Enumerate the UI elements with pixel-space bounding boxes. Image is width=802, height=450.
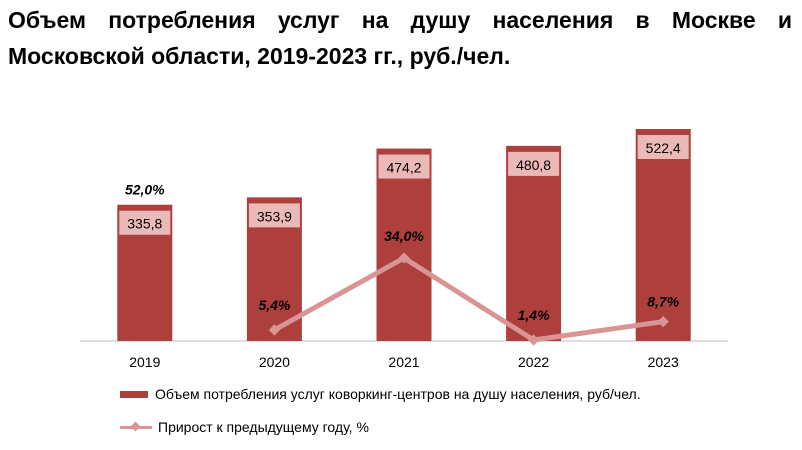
- growth-label-2019: 52,0%: [125, 182, 165, 198]
- bar-label-box-2022: [508, 151, 560, 176]
- growth-marker-2023: [657, 315, 669, 328]
- legend-line-label: Прирост к предыдущему году, %: [158, 419, 369, 435]
- legend-bar-label: Объем потребления услуг коворкинг-центро…: [155, 386, 641, 402]
- legend-line-swatch: [120, 421, 152, 433]
- legend: Объем потребления услуг коворкинг-центро…: [120, 384, 641, 450]
- growth-label-2020: 5,4%: [258, 297, 290, 313]
- legend-item-bar: Объем потребления услуг коворкинг-центро…: [120, 384, 641, 404]
- bar-label-box-2023: [637, 135, 689, 159]
- growth-line: [271, 255, 666, 343]
- bar-label-box-2021: [378, 154, 430, 179]
- growth-marker-2021: [398, 252, 410, 264]
- bar-label-box-2019: [119, 210, 171, 235]
- legend-bar-swatch: [120, 390, 148, 398]
- bar-value-label-2020: 353,9: [257, 208, 292, 224]
- growth-label-2021: 34,0%: [384, 228, 424, 244]
- growth-label-2022: 1,4%: [518, 307, 550, 323]
- chart-title: Объем потребления услуг на душу населени…: [8, 7, 792, 69]
- bar-value-label-2019: 335,8: [127, 216, 162, 232]
- x-tick-label-2019: 2019: [129, 354, 160, 370]
- bar-value-label-2022: 480,8: [516, 157, 551, 173]
- bar-2022: [506, 145, 562, 341]
- x-tick-label-2020: 2020: [259, 354, 290, 370]
- growth-marker-2022: [527, 334, 540, 346]
- bar-label-box-2020: [248, 203, 300, 228]
- x-tick-label-2022: 2022: [518, 354, 549, 370]
- legend-item-line: Прирост к предыдущему году, %: [120, 417, 641, 437]
- growth-marker-2020: [268, 324, 281, 336]
- bar-2023: [635, 129, 691, 341]
- x-tick-label-2023: 2023: [648, 354, 679, 370]
- x-tick-label-2021: 2021: [388, 354, 419, 370]
- bar-value-label-2023: 522,4: [646, 140, 681, 156]
- growth-label-2023: 8,7%: [647, 294, 679, 310]
- bar-value-label-2021: 474,2: [386, 160, 421, 176]
- bar-2021: [376, 148, 432, 341]
